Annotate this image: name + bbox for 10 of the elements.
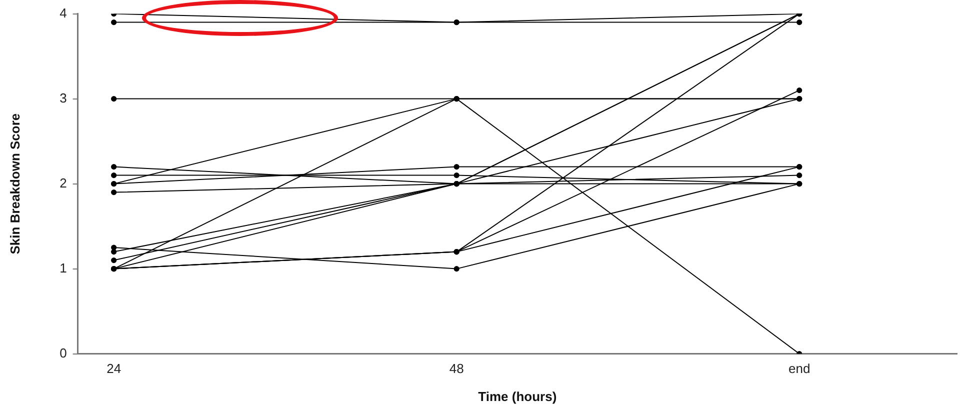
y-tick-label: 4 bbox=[60, 5, 67, 20]
y-axis-title: Skin Breakdown Score bbox=[7, 113, 22, 254]
x-axis-title: Time (hours) bbox=[478, 388, 557, 404]
x-tick-label: 24 bbox=[106, 361, 122, 376]
y-tick-label: 3 bbox=[60, 90, 67, 106]
y-tick-label: 0 bbox=[60, 345, 67, 360]
x-tick-label: end bbox=[788, 361, 810, 376]
x-tick-label: 48 bbox=[449, 361, 464, 376]
y-tick-label: 1 bbox=[60, 260, 67, 276]
y-tick-label: 2 bbox=[60, 175, 67, 190]
